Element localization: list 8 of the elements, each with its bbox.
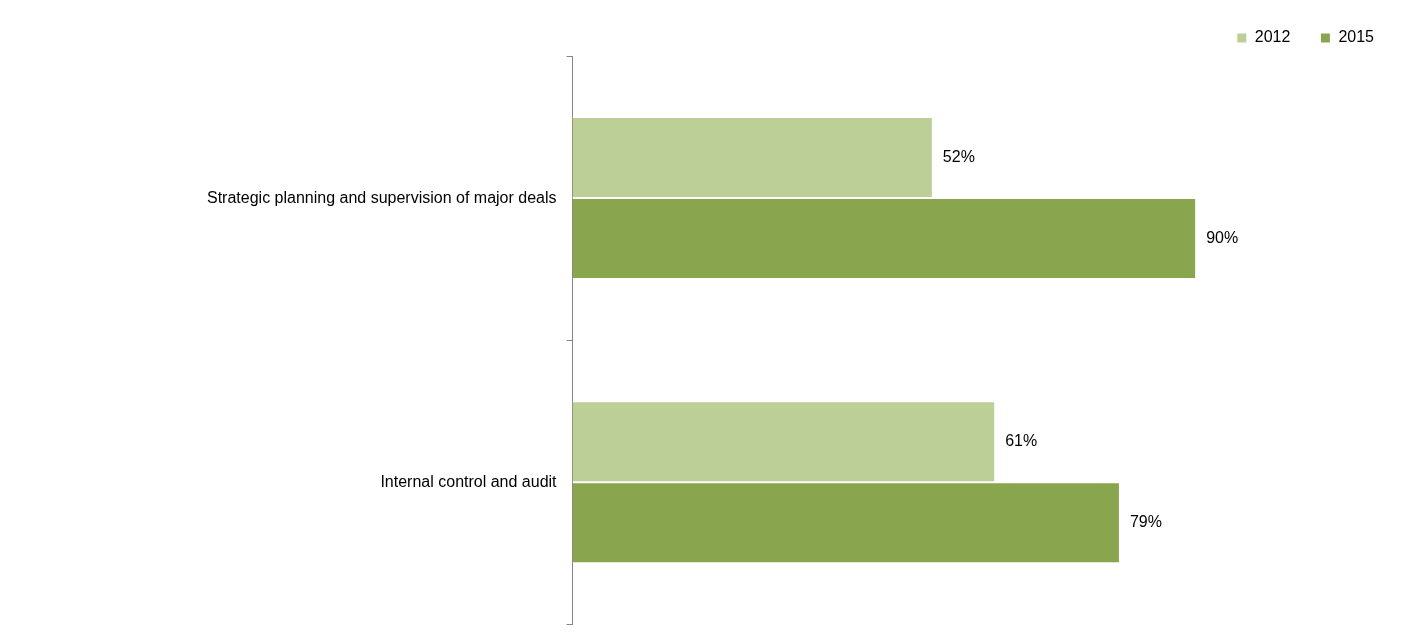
data-label: 52%: [942, 148, 975, 166]
data-label: 61%: [1005, 432, 1038, 450]
y-tick-label: Internal control and audit: [380, 472, 558, 490]
y-tick-label: Strategic planning and supervision of major deals: [206, 188, 557, 206]
legend-label: 2012: [1254, 28, 1291, 46]
legend-label: 2015: [1338, 28, 1375, 46]
data-label: 79%: [1129, 513, 1162, 531]
data-label: 90%: [1206, 229, 1239, 246]
